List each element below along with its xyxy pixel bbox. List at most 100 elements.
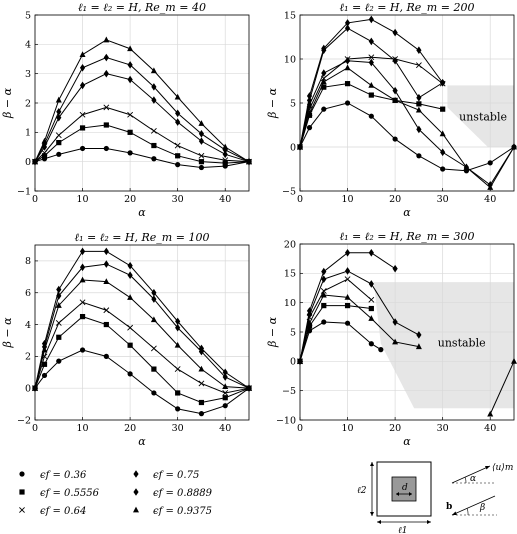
x-tick-label: 10 bbox=[342, 423, 354, 434]
y-tick-label: 15 bbox=[284, 10, 296, 21]
data-point bbox=[79, 111, 86, 118]
x-tick-label: 10 bbox=[342, 194, 354, 205]
data-point bbox=[440, 106, 446, 112]
legend-marker-square bbox=[19, 489, 25, 495]
data-point bbox=[222, 395, 228, 401]
data-point bbox=[127, 271, 133, 280]
data-point bbox=[321, 106, 327, 112]
data-point bbox=[222, 143, 229, 150]
series-line bbox=[34, 73, 250, 163]
data-point bbox=[150, 67, 157, 74]
legend-marker-diamond bbox=[133, 470, 139, 478]
data-point bbox=[41, 339, 48, 348]
series-line bbox=[299, 18, 444, 148]
y-tick-label: 2 bbox=[25, 352, 31, 363]
data-point bbox=[127, 261, 133, 270]
data-point bbox=[440, 148, 446, 157]
data-point bbox=[368, 113, 374, 119]
data-point bbox=[222, 383, 229, 389]
series-line bbox=[299, 83, 443, 148]
data-point bbox=[79, 145, 86, 152]
data-point bbox=[321, 267, 327, 276]
unstable-region bbox=[373, 282, 514, 409]
data-point bbox=[55, 132, 62, 139]
series-cross bbox=[297, 276, 375, 365]
y-tick-label: −5 bbox=[282, 386, 296, 397]
x-tick-label: 30 bbox=[172, 423, 184, 434]
y-tick-label: 2 bbox=[25, 98, 31, 109]
x-tick-label: 10 bbox=[77, 423, 89, 434]
data-point bbox=[198, 137, 205, 145]
data-point bbox=[222, 368, 228, 377]
data-point bbox=[306, 92, 313, 100]
series-line bbox=[34, 279, 250, 389]
y-tick-label: 20 bbox=[284, 239, 296, 250]
l2-label: ℓ2 bbox=[357, 486, 367, 496]
data-point bbox=[198, 120, 205, 126]
y-tick-label: 0 bbox=[290, 142, 296, 153]
x-tick-label: 20 bbox=[124, 194, 136, 205]
data-point bbox=[487, 410, 494, 417]
legend-label: ϵf = 0.36 bbox=[40, 470, 87, 481]
series-line bbox=[34, 106, 250, 163]
data-point bbox=[151, 156, 157, 162]
data-point bbox=[127, 61, 133, 69]
series-line bbox=[34, 39, 250, 163]
series-cross bbox=[297, 54, 446, 150]
x-axis-label: α bbox=[138, 206, 146, 219]
legend-label: ϵf = 0.64 bbox=[40, 506, 86, 517]
data-point bbox=[56, 334, 62, 340]
series-line bbox=[489, 361, 515, 415]
data-point bbox=[344, 267, 351, 275]
data-point bbox=[344, 64, 351, 71]
unstable-label: unstable bbox=[438, 337, 486, 350]
data-point bbox=[127, 294, 134, 300]
data-point bbox=[392, 318, 398, 326]
data-point bbox=[321, 69, 327, 77]
data-point bbox=[79, 276, 86, 283]
series-line bbox=[299, 252, 396, 362]
data-point bbox=[368, 315, 375, 321]
legend-marker-triangle bbox=[133, 506, 139, 513]
data-point bbox=[175, 323, 181, 332]
data-point bbox=[151, 295, 157, 303]
legend-marker-cross bbox=[19, 507, 25, 513]
data-point bbox=[175, 118, 181, 126]
y-tick-label: 10 bbox=[284, 54, 296, 65]
data-point bbox=[368, 296, 375, 303]
data-point bbox=[416, 46, 422, 54]
x-tick-label: 30 bbox=[437, 194, 449, 205]
obstacle-square bbox=[391, 476, 417, 502]
legend-marker-diamond bbox=[133, 488, 139, 496]
legend: ϵf = 0.36 ϵf = 0.5556 ϵf = 0.64 ϵf = 0.7… bbox=[19, 470, 213, 517]
data-point bbox=[440, 166, 446, 172]
data-point bbox=[56, 140, 62, 146]
legend-marker-circle bbox=[19, 471, 25, 477]
x-axis-label: α bbox=[403, 206, 411, 219]
data-point bbox=[344, 320, 351, 326]
x-tick-label: 40 bbox=[484, 423, 496, 434]
u-label: ⟨u⟩m bbox=[492, 463, 513, 473]
data-point bbox=[392, 28, 398, 37]
data-point bbox=[320, 78, 327, 85]
data-point bbox=[103, 278, 110, 284]
data-point bbox=[127, 150, 133, 156]
data-point bbox=[127, 324, 134, 331]
data-point bbox=[127, 342, 133, 348]
panel-re300: 0 10 20 30 40 −10 −5 0 5 10 15 20 ℓ₁ = ℓ₂ = H, Re_m … bbox=[266, 230, 517, 448]
x-tick-label: 30 bbox=[437, 423, 449, 434]
data-point bbox=[321, 319, 327, 325]
data-point bbox=[103, 53, 109, 62]
series-circle bbox=[32, 145, 252, 171]
data-point bbox=[344, 81, 351, 87]
data-point bbox=[41, 140, 48, 148]
data-point bbox=[41, 149, 48, 156]
data-point bbox=[56, 292, 62, 300]
data-point bbox=[175, 390, 181, 396]
data-point bbox=[416, 101, 422, 107]
x-tick-label: 40 bbox=[484, 194, 496, 205]
chart-title: ℓ₁ = ℓ₂ = H, Re_m = 40 bbox=[78, 1, 206, 14]
b-arrow bbox=[451, 495, 496, 516]
data-point bbox=[321, 44, 327, 53]
data-point bbox=[79, 299, 86, 306]
